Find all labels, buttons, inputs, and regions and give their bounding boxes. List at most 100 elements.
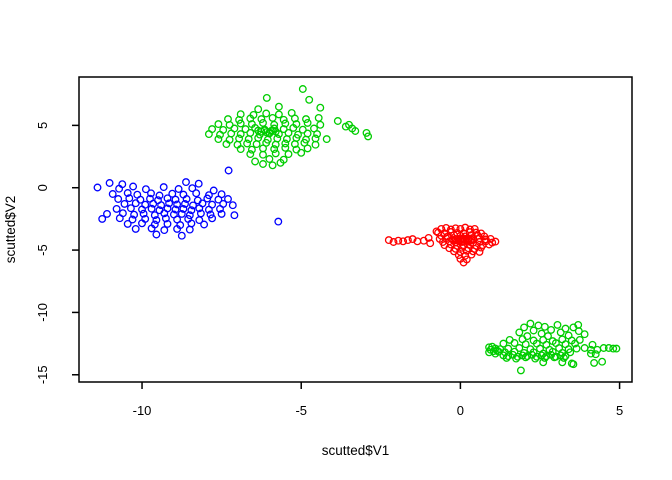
data-point	[505, 335, 514, 344]
data-point	[254, 105, 263, 114]
data-point	[523, 352, 532, 361]
data-point	[558, 335, 567, 344]
data-point	[520, 323, 529, 332]
data-point	[540, 322, 549, 331]
data-point	[247, 145, 256, 154]
data-point	[542, 352, 551, 361]
data-point	[477, 243, 486, 252]
data-point	[316, 120, 325, 129]
data-point	[555, 344, 564, 353]
data-point	[259, 144, 267, 153]
data-point	[281, 139, 290, 148]
data-point	[521, 353, 530, 362]
data-point	[403, 236, 412, 245]
data-point	[161, 214, 170, 223]
data-point	[131, 224, 140, 233]
data-point	[262, 109, 271, 118]
data-point	[274, 217, 283, 226]
data-point	[204, 130, 213, 139]
data-point	[168, 189, 177, 198]
data-point	[251, 157, 260, 166]
data-point	[173, 200, 182, 209]
data-point	[147, 204, 156, 213]
data-point	[115, 214, 124, 223]
data-point	[126, 204, 135, 213]
data-point	[302, 115, 310, 124]
data-point	[516, 366, 525, 375]
y-tick-label: -10	[35, 303, 50, 322]
data-point	[243, 139, 252, 148]
data-point	[185, 225, 194, 234]
data-point	[556, 328, 565, 337]
data-point	[228, 201, 237, 210]
data-point	[531, 354, 540, 363]
data-point	[580, 330, 589, 339]
data-point	[123, 189, 132, 197]
data-point	[284, 150, 293, 159]
data-point	[165, 199, 174, 208]
data-point	[274, 102, 283, 111]
data-point	[569, 360, 578, 369]
data-point	[150, 211, 159, 220]
data-point	[219, 125, 228, 134]
data-point	[598, 357, 607, 366]
data-point	[394, 236, 403, 245]
data-point	[512, 354, 521, 363]
data-point	[590, 358, 599, 367]
x-tick-label: 5	[616, 403, 623, 418]
data-point	[187, 206, 196, 215]
data-point	[200, 220, 209, 229]
data-point	[192, 189, 201, 198]
plot-frame	[78, 76, 633, 383]
data-point	[271, 140, 280, 149]
data-point	[222, 140, 231, 149]
data-point	[141, 200, 150, 209]
data-point	[123, 219, 132, 228]
data-point	[586, 349, 595, 358]
data-point	[270, 145, 279, 154]
cluster-red	[384, 223, 500, 267]
data-point	[160, 209, 169, 218]
data-point	[553, 320, 562, 329]
data-point	[521, 340, 530, 349]
data-point	[513, 352, 522, 361]
data-point	[274, 130, 283, 139]
data-point	[588, 340, 597, 349]
data-point	[540, 353, 549, 362]
data-point	[279, 115, 288, 124]
data-point	[206, 210, 215, 219]
data-point	[171, 205, 180, 214]
x-tick-label: -10	[133, 403, 152, 418]
data-point	[179, 204, 188, 213]
data-point	[235, 134, 244, 143]
data-point	[271, 149, 280, 158]
data-point	[129, 182, 138, 191]
data-point	[575, 335, 584, 344]
data-point	[290, 140, 299, 149]
data-point	[244, 135, 253, 144]
data-point	[115, 184, 124, 193]
data-point	[351, 127, 360, 135]
data-point	[262, 93, 271, 102]
data-point	[203, 194, 212, 203]
cluster-green-upper	[204, 85, 373, 170]
data-point	[515, 344, 524, 352]
data-point	[138, 219, 146, 228]
data-point	[214, 135, 223, 144]
data-point	[502, 353, 511, 362]
data-point	[204, 205, 213, 214]
data-point	[224, 195, 232, 203]
data-point	[246, 128, 255, 137]
data-point	[236, 130, 245, 139]
data-point	[561, 324, 570, 333]
data-point	[268, 161, 277, 170]
data-point	[599, 344, 608, 352]
data-point	[290, 114, 299, 123]
data-point	[274, 110, 283, 119]
data-point	[208, 214, 217, 223]
data-point	[424, 233, 433, 242]
data-point	[141, 185, 150, 194]
data-point	[572, 344, 581, 353]
data-point	[131, 199, 140, 208]
